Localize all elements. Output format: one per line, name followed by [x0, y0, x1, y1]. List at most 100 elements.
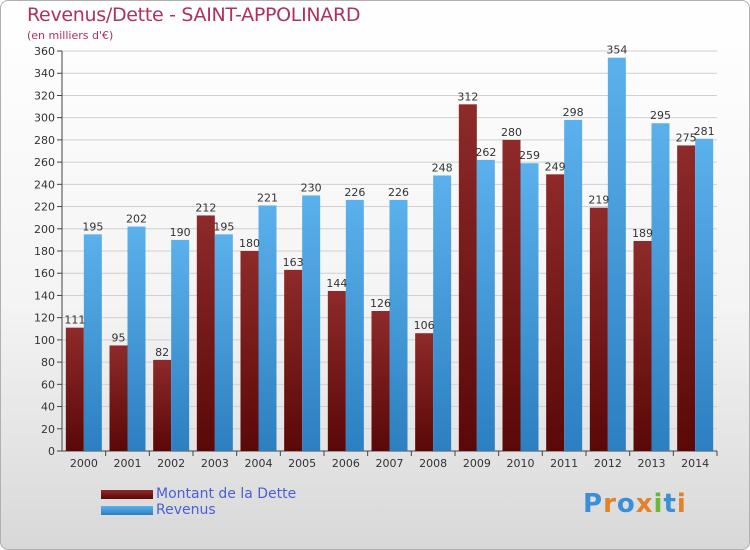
- x-tick-label: 2006: [332, 457, 360, 470]
- bar-revenus: [171, 239, 190, 451]
- y-tick-label: 260: [34, 156, 55, 169]
- data-label-revenus: 190: [170, 226, 191, 239]
- x-tick-label: 2013: [638, 457, 666, 470]
- y-tick-label: 0: [48, 445, 55, 458]
- x-tick-label: 2003: [201, 457, 229, 470]
- data-label-dette: 106: [414, 319, 435, 332]
- y-tick-label: 200: [34, 223, 55, 236]
- x-tick-label: 2007: [376, 457, 404, 470]
- y-tick-label: 160: [34, 267, 55, 280]
- bar-dette: [196, 215, 215, 451]
- logo-letter: P: [583, 489, 604, 519]
- chart-title: Revenus/Dette - SAINT-APPOLINARD: [27, 4, 361, 26]
- data-labels: 111 195 95 202 82 190 212 195 180 221 163 230 144 226…: [64, 44, 714, 359]
- logo-letter: o: [616, 489, 636, 519]
- data-label-revenus: 354: [606, 44, 627, 57]
- y-tick-label: 280: [34, 134, 55, 147]
- bar-revenus: [345, 199, 364, 451]
- bar-dette: [546, 174, 565, 452]
- y-tick-label: 240: [34, 178, 55, 191]
- bar-revenus: [389, 199, 408, 451]
- data-label-revenus: 230: [301, 181, 322, 194]
- data-label-dette: 280: [501, 126, 522, 139]
- logo-letter: t: [663, 489, 677, 519]
- bar-dette: [633, 241, 652, 451]
- data-label-dette: 126: [370, 297, 391, 310]
- y-tick-label: 100: [34, 334, 55, 347]
- bar-revenus: [214, 234, 233, 451]
- bar-revenus: [476, 159, 495, 451]
- y-tick-label: 140: [34, 289, 55, 302]
- legend-label-revenus: Revenus: [156, 502, 216, 518]
- bar-revenus: [302, 195, 321, 451]
- y-tick-label: 20: [41, 423, 55, 436]
- x-tick-label: 2014: [681, 457, 709, 470]
- bar-dette: [502, 139, 521, 451]
- logo-letter: i: [676, 489, 687, 519]
- data-label-dette: 82: [155, 346, 169, 359]
- x-tick-label: 2012: [594, 457, 622, 470]
- data-label-revenus: 195: [82, 220, 103, 233]
- data-label-revenus: 262: [475, 146, 496, 159]
- bar-revenus: [695, 138, 714, 451]
- data-label-dette: 95: [112, 331, 126, 344]
- y-tick-label: 360: [34, 45, 55, 58]
- x-tick-label: 2011: [550, 457, 578, 470]
- x-tick-label: 2005: [288, 457, 316, 470]
- y-tick-label: 180: [34, 245, 55, 258]
- x-tick-label: 2002: [157, 457, 185, 470]
- data-label-dette: 189: [632, 227, 653, 240]
- data-label-revenus: 281: [694, 125, 715, 138]
- y-tick-label: 220: [34, 201, 55, 214]
- x-tick-label: 2008: [419, 457, 447, 470]
- bar-revenus: [651, 123, 670, 451]
- legend-swatch-dette: [101, 490, 153, 499]
- data-label-dette: 144: [326, 277, 347, 290]
- logo-letter: i: [653, 489, 664, 519]
- y-tick-label: 340: [34, 67, 55, 80]
- bar-dette: [109, 345, 128, 451]
- bar-revenus: [520, 163, 539, 451]
- bar-dette: [153, 359, 172, 451]
- x-tick-label: 2004: [245, 457, 273, 470]
- bar-dette: [284, 269, 303, 451]
- data-label-dette: 312: [457, 90, 478, 103]
- y-tick-label: 40: [41, 401, 55, 414]
- logo-letter: r: [603, 489, 617, 519]
- legend-swatch-revenus: [101, 506, 153, 515]
- bar-dette: [65, 327, 84, 451]
- x-tick-label: 2001: [114, 457, 142, 470]
- data-label-dette: 212: [195, 201, 216, 214]
- y-tick-label: 60: [41, 378, 55, 391]
- bar-revenus: [607, 57, 626, 452]
- y-tick-label: 80: [41, 356, 55, 369]
- y-tick-label: 320: [34, 89, 55, 102]
- data-label-dette: 219: [588, 194, 609, 207]
- bar-revenus: [127, 226, 146, 451]
- chart-subtitle: (en milliers d'€): [27, 29, 114, 42]
- y-tick-label: 120: [34, 312, 55, 325]
- bar-revenus: [564, 119, 583, 451]
- data-label-revenus: 298: [563, 106, 584, 119]
- data-label-dette: 111: [64, 314, 85, 327]
- data-label-revenus: 295: [650, 109, 671, 122]
- bar-dette: [371, 311, 390, 451]
- bar-dette: [677, 145, 696, 451]
- y-tick-label: 300: [34, 112, 55, 125]
- x-tick-label: 2009: [463, 457, 491, 470]
- bar-dette: [458, 104, 477, 451]
- logo-letter: x: [635, 489, 654, 519]
- data-label-revenus: 259: [519, 149, 540, 162]
- proxiti-logo: Proxiti: [583, 489, 687, 519]
- data-label-dette: 163: [283, 256, 304, 269]
- data-label-dette: 275: [676, 131, 697, 144]
- data-label-revenus: 195: [213, 220, 234, 233]
- bar-dette: [589, 207, 608, 451]
- data-label-revenus: 202: [126, 213, 147, 226]
- x-tick-label: 2010: [507, 457, 535, 470]
- bars: [65, 57, 714, 452]
- legend-label-dette: Montant de la Dette: [156, 486, 297, 502]
- data-label-revenus: 221: [257, 191, 278, 204]
